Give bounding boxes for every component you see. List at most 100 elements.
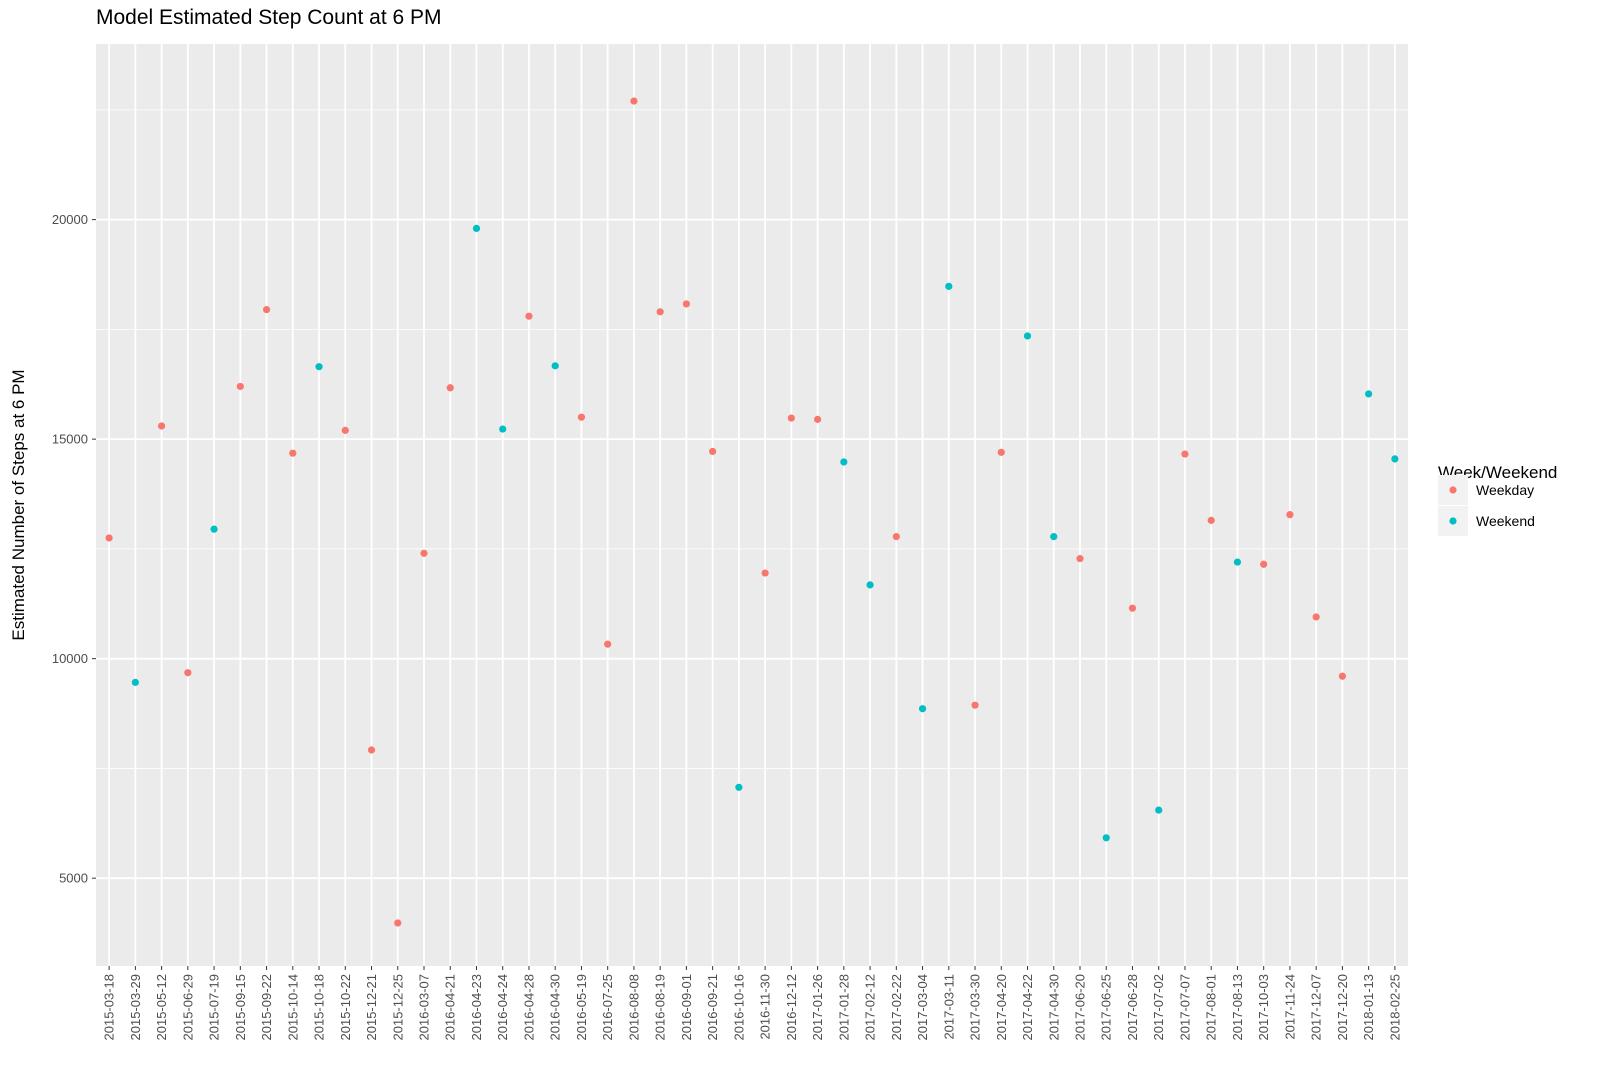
data-point-weekday	[971, 701, 979, 709]
x-tick-label: 2015-10-18	[312, 974, 327, 1041]
data-point-weekday	[814, 415, 822, 423]
data-point-weekday	[1076, 554, 1084, 563]
chart-title: Model Estimated Step Count at 6 PM	[96, 6, 442, 29]
data-point-weekday	[367, 746, 376, 754]
data-point-weekend	[735, 783, 743, 791]
y-tick-label: 15000	[52, 432, 88, 447]
x-tick-label: 2016-04-30	[548, 974, 563, 1041]
x-tick-label: 2016-11-30	[758, 974, 773, 1040]
x-tick-label: 2016-12-12	[784, 974, 799, 1041]
x-tick-label: 2017-07-02	[1151, 974, 1166, 1041]
x-tick-label: 2015-09-22	[259, 974, 274, 1041]
data-point-weekday	[1260, 560, 1268, 568]
y-axis: 5000 10000 15000 20000	[52, 212, 96, 886]
x-tick-label: 2015-10-14	[285, 974, 300, 1041]
data-point-weekday	[289, 449, 297, 457]
data-point-weekend	[1023, 332, 1032, 340]
x-tick-label: 2017-04-30	[1046, 974, 1061, 1041]
legend-marker-weekend	[1449, 517, 1457, 525]
x-tick-label: 2016-08-19	[653, 974, 668, 1041]
data-point-weekday	[892, 533, 900, 541]
data-point-weekday	[1312, 613, 1320, 621]
data-point-weekday	[420, 549, 428, 557]
x-tick-label: 2015-12-21	[364, 974, 379, 1041]
data-point-weekday	[761, 569, 769, 577]
data-point-weekday	[184, 669, 192, 677]
x-tick-label: 2015-09-15	[233, 974, 248, 1041]
legend-marker-weekday	[1449, 486, 1457, 494]
x-tick-label: 2016-04-24	[495, 974, 510, 1041]
x-tick-label: 2018-01-13	[1361, 974, 1376, 1041]
data-point-weekend	[210, 525, 218, 533]
x-tick-label: 2017-12-20	[1335, 974, 1350, 1041]
y-tick-label: 5000	[59, 871, 88, 886]
data-point-weekday	[1286, 511, 1294, 519]
x-tick-label: 2017-01-28	[836, 974, 851, 1041]
plot-panel	[96, 44, 1408, 966]
x-tick-label: 2017-04-20	[994, 974, 1009, 1041]
data-point-weekend	[866, 581, 874, 589]
data-point-weekend	[1050, 533, 1058, 541]
x-tick-label: 2017-06-25	[1099, 974, 1114, 1041]
x-tick-label: 2017-03-30	[968, 974, 983, 1041]
data-point-weekday	[787, 414, 795, 422]
data-point-weekday	[446, 384, 454, 392]
x-tick-label: 2017-06-28	[1125, 974, 1140, 1041]
x-tick-label: 2016-10-16	[731, 974, 746, 1041]
data-point-weekend	[1102, 834, 1110, 842]
data-point-weekday	[341, 426, 349, 434]
x-tick-label: 2016-09-01	[679, 974, 694, 1041]
data-point-weekend	[472, 224, 481, 232]
data-point-weekday	[525, 312, 533, 320]
data-point-weekday	[997, 448, 1005, 456]
x-tick-label: 2018-02-25	[1387, 974, 1402, 1041]
x-tick-label: 2017-02-22	[889, 974, 904, 1041]
x-tick-label: 2015-05-12	[154, 974, 169, 1041]
x-tick-label: 2015-10-22	[338, 974, 353, 1041]
data-points	[105, 97, 1399, 927]
x-tick-label: 2016-08-08	[626, 974, 641, 1041]
x-tick-label: 2016-04-28	[521, 974, 536, 1041]
data-point-weekend	[1365, 390, 1373, 398]
y-axis-title: Estimated Number of Steps at 6 PM	[9, 369, 28, 640]
data-point-weekend	[315, 363, 323, 371]
data-point-weekday	[105, 534, 113, 542]
x-axis: 2015-03-18 2015-03-29 2015-05-12 2015-06-29…	[102, 966, 1402, 1041]
data-point-weekday	[1207, 516, 1215, 524]
x-tick-label: 2017-12-07	[1309, 974, 1324, 1041]
x-tick-label: 2016-05-19	[574, 974, 589, 1041]
data-point-weekday	[577, 413, 586, 421]
x-tick-label: 2017-04-22	[1020, 974, 1035, 1041]
x-tick-label: 2017-02-12	[863, 974, 878, 1041]
grid-lines	[96, 44, 1408, 966]
data-point-weekday	[236, 382, 244, 391]
x-tick-label: 2017-10-03	[1256, 974, 1271, 1041]
legend-label: Weekend	[1476, 513, 1535, 529]
x-tick-label: 2016-07-25	[600, 974, 615, 1041]
data-point-weekday	[630, 97, 638, 105]
x-tick-label: 2015-03-29	[128, 974, 143, 1041]
y-tick-label: 20000	[52, 212, 88, 227]
x-tick-label: 2017-03-11	[941, 974, 956, 1040]
data-point-weekend	[1233, 558, 1242, 566]
data-point-weekday	[682, 300, 691, 308]
x-tick-label: 2017-01-26	[810, 974, 825, 1041]
data-point-weekday	[604, 640, 612, 648]
x-tick-label: 2016-09-21	[705, 974, 720, 1041]
data-point-weekend	[945, 282, 953, 290]
x-tick-label: 2016-04-23	[469, 974, 484, 1041]
data-point-weekend	[131, 678, 139, 686]
data-point-weekday	[1338, 672, 1346, 680]
data-point-weekday	[262, 306, 271, 314]
x-tick-label: 2016-03-07	[417, 974, 432, 1041]
x-tick-label: 2017-08-13	[1230, 974, 1245, 1041]
data-point-weekend	[918, 705, 927, 713]
y-tick-label: 10000	[52, 651, 88, 666]
x-tick-label: 2015-06-29	[180, 974, 195, 1041]
x-tick-label: 2015-12-25	[390, 974, 405, 1041]
x-tick-label: 2015-03-18	[102, 974, 117, 1041]
data-point-weekday	[709, 447, 717, 456]
data-point-weekend	[1391, 455, 1399, 463]
